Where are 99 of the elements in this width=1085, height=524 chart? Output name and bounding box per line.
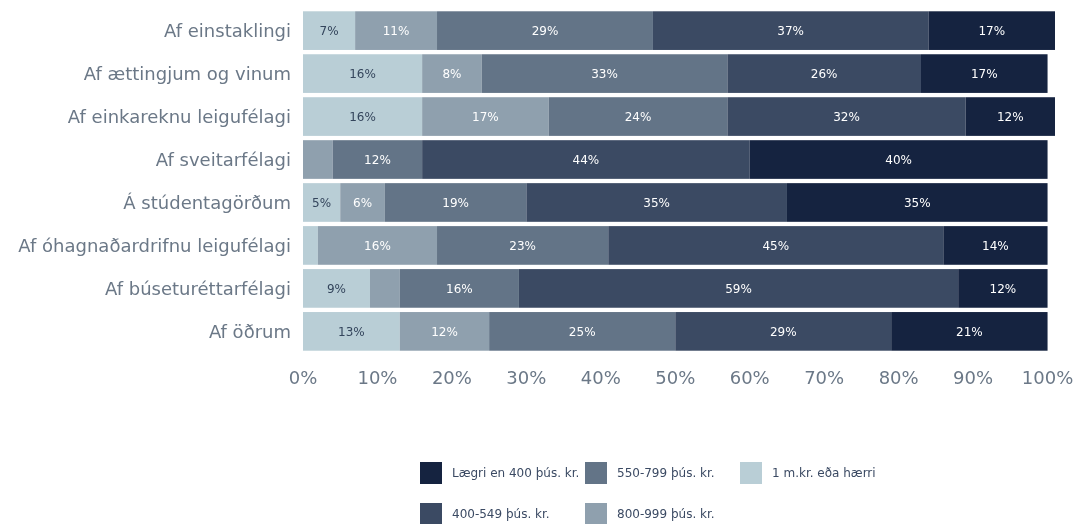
x-tick-label: 40%: [580, 367, 621, 388]
data-label: 35%: [643, 195, 670, 210]
data-label: 12%: [996, 109, 1024, 124]
data-label: 19%: [442, 195, 469, 210]
bar: [303, 11, 356, 50]
bar: [303, 97, 423, 136]
x-tick-label: 30%: [506, 367, 547, 388]
bar: [652, 11, 929, 50]
data-label: 59%: [725, 281, 752, 296]
data-label: 12%: [364, 152, 391, 167]
bar: [399, 312, 490, 351]
x-tick-label: 60%: [729, 367, 770, 388]
bar: [303, 269, 371, 308]
bar: [958, 269, 1048, 308]
bar: [920, 54, 1048, 93]
data-label: 16%: [349, 109, 376, 124]
data-label: 35%: [903, 195, 931, 210]
y-tick-label: Af óhagnaðardrifnu leigufélagi: [18, 234, 291, 256]
bar: [928, 11, 1055, 50]
data-label: 5%: [312, 195, 332, 210]
data-label: 12%: [431, 324, 458, 339]
data-label: 25%: [568, 324, 596, 339]
bar: [317, 226, 438, 265]
legend-label: 550-799 þús. kr.: [617, 466, 715, 481]
data-label: 40%: [885, 152, 912, 167]
y-tick-label: Af ættingjum og vinum: [83, 62, 291, 84]
bar: [675, 312, 892, 351]
x-tick-label: 50%: [655, 367, 696, 388]
data-label: 16%: [446, 281, 473, 296]
data-label: 16%: [364, 238, 391, 253]
bar: [786, 183, 1048, 222]
data-label: 12%: [989, 281, 1017, 296]
bar: [303, 312, 400, 351]
bar: [727, 54, 921, 93]
bar: [384, 183, 527, 222]
x-tick-label: 20%: [431, 367, 472, 388]
bar: [608, 226, 944, 265]
data-label: 29%: [769, 324, 797, 339]
bar: [340, 183, 385, 222]
bar: [370, 269, 400, 308]
data-label: 33%: [591, 66, 618, 81]
data-label: 8%: [442, 66, 462, 81]
data-label: 45%: [762, 238, 790, 253]
data-label: 9%: [326, 281, 347, 296]
data-label: 21%: [956, 324, 983, 339]
bar: [303, 183, 341, 222]
x-tick-label: 70%: [804, 367, 845, 388]
data-label: 37%: [777, 23, 805, 38]
data-label: 17%: [978, 23, 1006, 38]
legend-label: 1 m.kr. eða hærri: [772, 466, 876, 481]
data-label: 17%: [970, 66, 998, 81]
bar: [526, 183, 787, 222]
bar: [437, 11, 653, 50]
bar: [481, 54, 728, 93]
bar: [422, 97, 549, 136]
bar: [303, 54, 423, 93]
bar: [303, 140, 333, 179]
data-label: 11%: [382, 23, 410, 38]
data-label: 6%: [353, 195, 373, 210]
data-label: 23%: [509, 238, 536, 253]
legend-label: Lægri en 400 þús. kr.: [452, 466, 580, 481]
bar: [548, 97, 728, 136]
y-tick-label: Af einstaklingi: [164, 19, 291, 41]
y-tick-label: Af búseturéttarfélagi: [105, 277, 291, 299]
bar: [437, 226, 609, 265]
data-label: 44%: [572, 152, 600, 167]
data-label: 26%: [810, 66, 838, 81]
data-label: 7%: [319, 23, 339, 38]
x-tick-label: 90%: [953, 367, 994, 388]
x-tick-label: 10%: [357, 367, 398, 388]
legend-label: 400-549 þús. kr.: [452, 507, 550, 522]
x-tick-label: 100%: [1021, 367, 1074, 388]
y-tick-label: Af einkareknu leigufélagi: [67, 105, 291, 127]
data-label: 14%: [982, 238, 1009, 253]
bar: [303, 226, 318, 265]
data-label: 32%: [833, 109, 860, 124]
data-label: 29%: [531, 23, 559, 38]
bar: [489, 312, 676, 351]
y-tick-label: Af sveitarfélagi: [155, 148, 291, 170]
legend-label: 800-999 þús. kr.: [617, 507, 715, 522]
data-label: 24%: [624, 109, 652, 124]
bar: [727, 97, 966, 136]
bar: [332, 140, 423, 179]
data-label: 13%: [338, 324, 365, 339]
bar: [422, 54, 482, 93]
bar: [943, 226, 1048, 265]
y-tick-label: Af öðrum: [208, 320, 291, 342]
bar: [965, 97, 1055, 136]
bar: [749, 140, 1048, 179]
data-label: 17%: [472, 109, 499, 124]
x-tick-label: 0%: [288, 367, 318, 388]
bar: [518, 269, 959, 308]
bar: [891, 312, 1048, 351]
bar: [422, 140, 750, 179]
bar: [399, 269, 519, 308]
bar: [355, 11, 438, 50]
data-label: 16%: [349, 66, 376, 81]
x-tick-label: 80%: [878, 367, 919, 388]
y-tick-label: Á stúdentagörðum: [123, 191, 291, 213]
